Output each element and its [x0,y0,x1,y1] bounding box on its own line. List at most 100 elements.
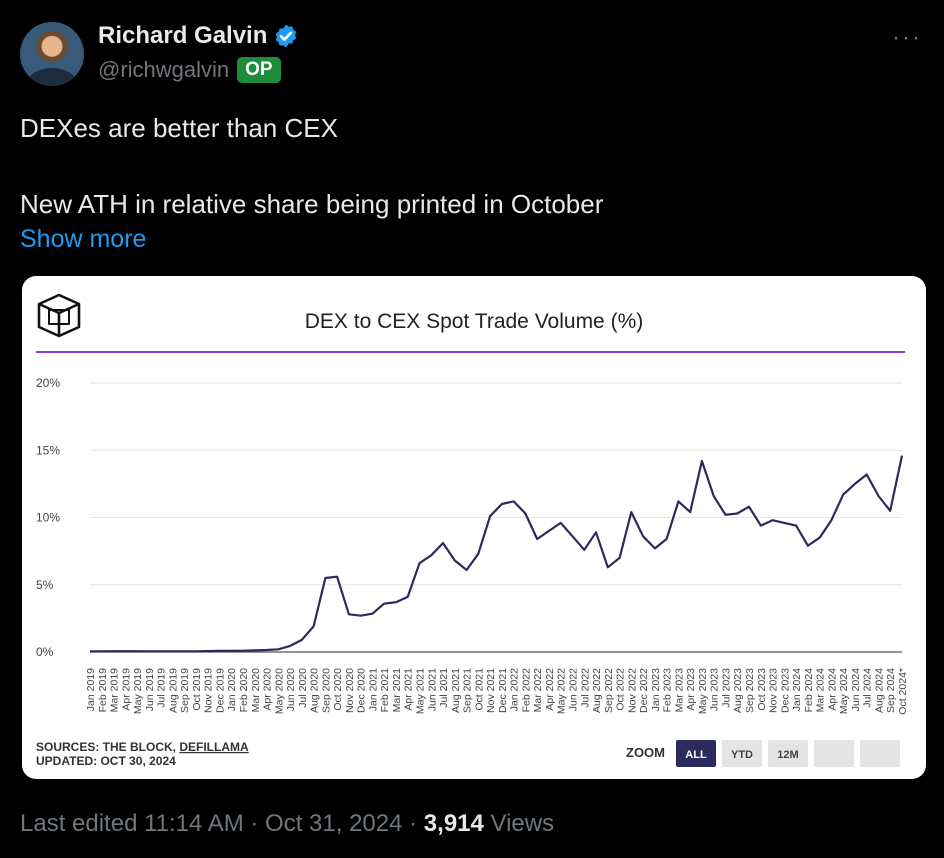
y-axis-ticks: 0% 5% 10% 15% 20% [36,376,60,659]
x-tick-label: Apr 2023 [685,668,697,711]
the-block-logo-icon [37,293,81,338]
x-tick-label: Feb 2024 [803,668,815,713]
x-tick-label: Sep 2023 [744,668,756,713]
x-tick-label: Nov 2021 [485,668,497,713]
x-tick-label: Jan 2020 [226,668,238,711]
x-tick-label: Jul 2019 [156,668,168,708]
edited-timestamp[interactable]: Last edited 11:14 AM · Oct 31, 2024 · [20,810,424,837]
x-tick-label: May 2023 [697,668,709,714]
zoom-button-bg [768,740,808,767]
y-tick-label: 20% [36,376,60,390]
zoom-button-bg [860,740,900,767]
x-tick-label: Jul 2024 [862,668,874,708]
zoom-button-12m[interactable]: 12M [768,740,808,767]
x-tick-label: Aug 2021 [450,668,462,713]
x-tick-label: Aug 2022 [591,668,603,713]
sources-prefix: SOURCES: THE BLOCK, [36,740,179,754]
x-tick-label: Oct 2024* [897,668,909,715]
more-options-icon[interactable]: ··· [892,24,922,51]
zoom-button-blank-3[interactable] [814,740,854,767]
x-axis-ticks: Jan 2019 Feb 2019 Mar 2019 Apr 2019 May 2019… [85,668,909,715]
tweet-text-line-1: DEXes are better than CEX [20,113,338,143]
x-tick-label: Jul 2021 [438,668,450,708]
x-tick-label: Jan 2022 [509,668,521,711]
x-tick-label: Aug 2019 [167,668,179,713]
x-tick-label: Oct 2020 [332,668,344,711]
tweet-meta-footer: Last edited 11:14 AM · Oct 31, 2024 · 3,… [20,810,554,838]
x-tick-label: Feb 2020 [238,668,250,713]
x-tick-label: Apr 2024 [826,668,838,711]
x-tick-label: Jan 2023 [650,668,662,711]
x-tick-label: Sep 2020 [320,668,332,713]
x-tick-label: Nov 2023 [768,668,780,713]
x-tick-label: Nov 2020 [344,668,356,713]
x-tick-label: Oct 2023 [756,668,768,711]
x-tick-label: May 2020 [273,668,285,714]
y-tick-label: 5% [36,578,54,592]
x-tick-label: Apr 2021 [403,668,415,711]
x-tick-label: Mar 2020 [250,668,262,713]
views-label: Views [483,810,555,837]
zoom-button-group: ALL YTD 12M [676,740,900,767]
zoom-button-all[interactable]: ALL [676,740,716,767]
tweet-text-line-2: New ATH in relative share being printed … [20,189,604,219]
x-tick-label: Jul 2020 [297,668,309,708]
x-tick-label: Feb 2023 [662,668,674,713]
author-handle[interactable]: @richwgalvin [98,57,230,82]
x-tick-label: Jun 2024 [850,668,862,711]
x-tick-label: Jul 2022 [579,668,591,708]
x-tick-label: Dec 2019 [214,668,226,713]
x-tick-label: Feb 2021 [379,668,391,713]
x-tick-label: Jun 2023 [709,668,721,711]
x-tick-label: Sep 2019 [179,668,191,713]
avatar-shoulders [28,68,76,86]
x-tick-label: Jan 2024 [791,668,803,711]
sources-link[interactable]: DEFILLAMA [179,740,249,754]
x-tick-label: Mar 2022 [532,668,544,713]
x-tick-label: Apr 2020 [262,668,274,711]
author-name-row[interactable]: Richard Galvin [98,22,299,50]
chart-title: DEX to CEX Spot Trade Volume (%) [305,310,643,333]
x-tick-label: Dec 2022 [638,668,650,713]
zoom-button-blank-4[interactable] [860,740,900,767]
y-tick-label: 15% [36,443,60,457]
avatar[interactable] [20,22,84,86]
zoom-button-bg [722,740,762,767]
x-tick-label: Jan 2019 [85,668,97,711]
zoom-button-ytd[interactable]: YTD [722,740,762,767]
series-line-dex-cex-share [90,455,904,653]
chart-image-card[interactable]: DEX to CEX Spot Trade Volume (%) 0% 5% 10%… [22,276,926,779]
x-tick-label: May 2021 [415,668,427,714]
x-tick-label: Jun 2019 [144,668,156,711]
x-tick-label: Aug 2020 [309,668,321,713]
x-tick-label: Feb 2022 [520,668,532,713]
x-tick-label: Sep 2021 [462,668,474,713]
y-tick-label: 0% [36,645,54,659]
x-tick-label: Mar 2023 [673,668,685,713]
zoom-button-label: 12M [777,749,798,761]
zoom-button-label: ALL [685,749,707,761]
show-more-link[interactable]: Show more [20,225,147,253]
x-tick-label: May 2022 [556,668,568,714]
x-tick-label: Oct 2022 [615,668,627,711]
author-handle-row: @richwgalvin OP [98,57,281,83]
x-tick-label: Apr 2022 [544,668,556,711]
x-tick-label: Feb 2019 [97,668,109,713]
x-tick-label: Nov 2022 [626,668,638,713]
x-tick-label: Aug 2024 [873,668,885,713]
x-tick-label: Dec 2021 [497,668,509,713]
chart-grid [90,382,902,653]
zoom-button-bg [676,740,716,767]
verified-badge-icon [276,24,297,48]
x-tick-label: May 2019 [132,668,144,714]
x-tick-label: Jul 2023 [720,668,732,708]
author-name[interactable]: Richard Galvin [98,22,268,49]
x-tick-label: Oct 2021 [473,668,485,711]
x-tick-label: Jun 2020 [285,668,297,711]
x-tick-label: Dec 2020 [356,668,368,713]
x-tick-label: Aug 2023 [732,668,744,713]
updated-text: UPDATED: OCT 30, 2024 [36,754,176,768]
views-count: 3,914 [423,810,484,837]
x-tick-label: May 2024 [838,668,850,714]
x-tick-label: Jan 2021 [367,668,379,711]
